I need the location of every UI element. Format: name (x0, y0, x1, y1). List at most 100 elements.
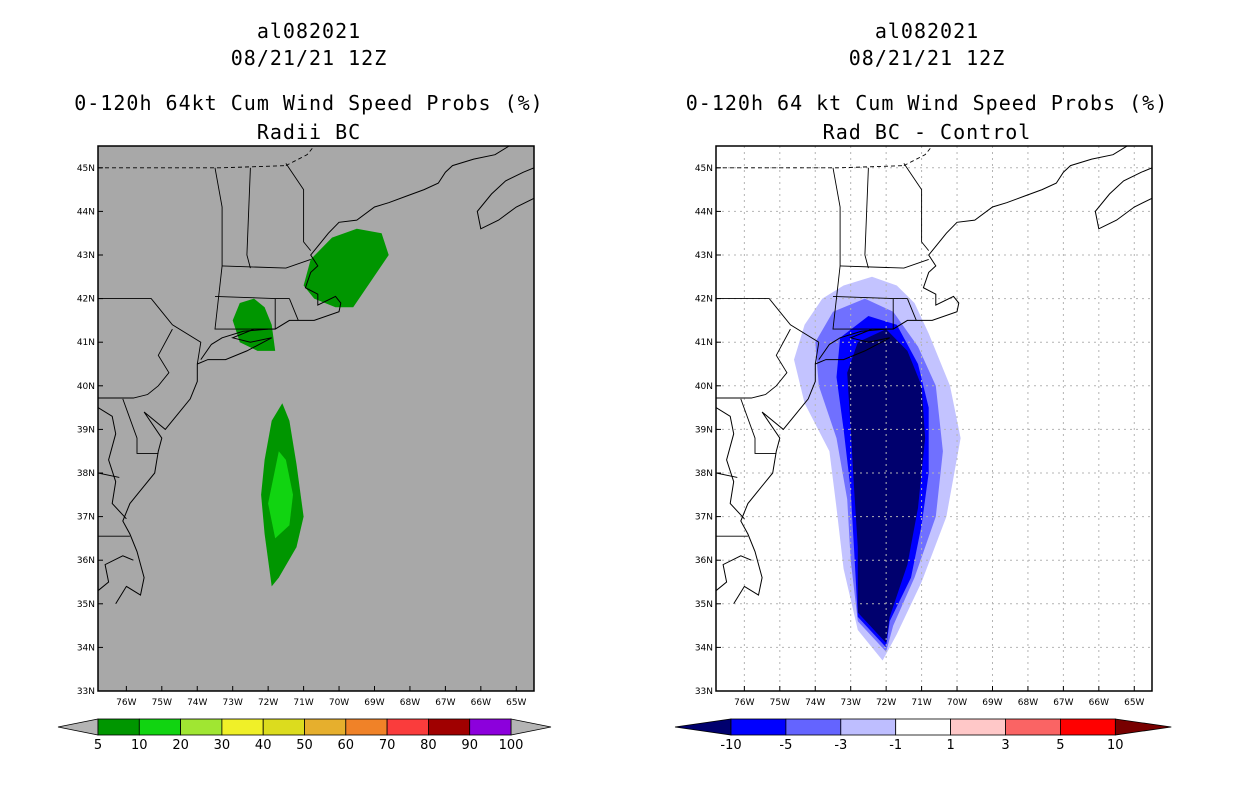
y-tick-label: 38N (695, 469, 713, 479)
intl-border-1 (903, 146, 933, 167)
y-tick-label: 35N (77, 600, 95, 610)
x-tick-label: 68W (1018, 698, 1038, 708)
state-border-6 (285, 163, 312, 251)
colorbar-swatch-4 (950, 718, 1006, 736)
colorbar-label: 3 (1001, 738, 1009, 753)
state-border-5 (864, 167, 869, 269)
state-border-6 (903, 163, 930, 251)
x-tick-label: 69W (364, 698, 384, 708)
state-border-1 (222, 258, 311, 269)
colorbar-label: 50 (296, 738, 313, 753)
y-tick-label: 44N (77, 207, 95, 217)
colorbar-swatch-6 (1059, 718, 1116, 736)
right-storm-id: al082021 (874, 19, 980, 43)
right-map-chart: 76W 75W 74W 73W 72W 71W 70W 69W 68W 67W 66W 65W 33N 3… (674, 145, 1172, 753)
right-title: 0-120h 64 kt Cum Wind Speed Probs (%) (685, 91, 1169, 115)
right-datetime: 08/21/21 12Z (848, 46, 1006, 70)
y-tick-label: 42N (695, 295, 713, 305)
state-border-4 (288, 298, 299, 321)
long-island-sound-shore (200, 328, 269, 360)
colorbar-swatch-3 (895, 718, 952, 736)
plot-area (98, 146, 534, 605)
colorbar-swatch-3 (221, 718, 264, 736)
colorbar-swatch-7 (386, 718, 429, 736)
colorbar-label: 20 (172, 738, 189, 753)
colorbar-label: 100 (499, 738, 524, 753)
colorbar-swatch-2 (840, 718, 897, 736)
state-border-4 (906, 298, 917, 321)
colorbar: -10 -5 -3 -1 1 3 5 10 (674, 718, 1172, 753)
plot-frame (97, 145, 535, 692)
y-tick-label: 41N (695, 338, 713, 348)
state-border-5 (246, 167, 251, 269)
left-panel: al082021 08/21/21 12Z 0-120h 64kt Cum Wi… (57, 19, 552, 753)
state-border-0 (832, 167, 894, 330)
pamlico-shore (716, 555, 752, 592)
colorbar-extend-high (510, 718, 552, 736)
y-tick-label: 33N (695, 687, 713, 697)
y-tick-label: 43N (77, 251, 95, 261)
colorbar-label: 70 (379, 738, 396, 753)
left-datetime: 08/21/21 12Z (230, 46, 388, 70)
y-tick-label: 39N (695, 425, 713, 435)
state-border-10 (716, 472, 738, 478)
colorbar-swatch-0 (730, 718, 787, 736)
colorbar: 5 10 20 30 40 50 60 70 80 90 100 (57, 718, 552, 753)
prob-region-1 (268, 451, 293, 539)
left-title: 0-120h 64kt Cum Wind Speed Probs (%) (74, 91, 544, 115)
long-island-sound-shore (818, 328, 887, 360)
x-tick-label: 67W (435, 698, 455, 708)
colorbar-label: 1 (946, 738, 954, 753)
right-subtitle: Rad BC - Control (822, 120, 1032, 144)
y-tick-label: 36N (695, 556, 713, 566)
y-tick-label: 40N (77, 382, 95, 392)
x-tick-label: 66W (1089, 698, 1109, 708)
colorbar-swatch-5 (1005, 718, 1061, 736)
y-tick-label: 33N (77, 687, 95, 697)
colorbar-label: -3 (834, 738, 847, 753)
colorbar-swatch-1 (785, 718, 842, 736)
x-tick-label: 70W (329, 698, 349, 708)
y-tick-label: 42N (77, 295, 95, 305)
colorbar-swatch-8 (427, 718, 471, 736)
y-tick-label: 37N (77, 513, 95, 523)
y-tick-label: 34N (77, 643, 95, 653)
chesapeake-shore (716, 407, 745, 520)
colorbar-label: 60 (338, 738, 355, 753)
colorbar-label: 10 (1107, 738, 1124, 753)
y-tick-label: 45N (77, 164, 95, 174)
colorbar-label: -5 (779, 738, 792, 753)
colorbar-label: -10 (720, 738, 741, 753)
colorbar-label: 10 (131, 738, 148, 753)
state-border-7 (98, 298, 202, 365)
x-tick-label: 76W (734, 698, 754, 708)
colorbar-extend-high (1114, 718, 1172, 736)
intl-border-1 (285, 146, 315, 167)
chesapeake-shore (98, 407, 127, 520)
state-border-9 (122, 398, 159, 454)
y-tick-label: 45N (695, 164, 713, 174)
colorbar-swatch-0 (97, 718, 140, 736)
x-tick-label: 75W (152, 698, 172, 708)
coastline (115, 146, 511, 605)
colorbar-label: 80 (420, 738, 437, 753)
x-tick-label: 66W (471, 698, 491, 708)
colorbar-label: 5 (94, 738, 102, 753)
map-group: 76W 75W 74W 73W 72W 71W 70W 69W 68W 67W 66W 65W 33N 3… (695, 145, 1153, 708)
colorbar-swatch-5 (304, 718, 347, 736)
state-border-9 (740, 398, 777, 454)
nova-scotia-coast (476, 167, 534, 230)
y-tick-label: 35N (695, 600, 713, 610)
right-panel: al082021 08/21/21 12Z 0-120h 64 kt Cum W… (618, 0, 1236, 800)
pamlico-shore (98, 555, 134, 592)
state-border-7 (716, 298, 820, 365)
coastline (733, 146, 1129, 605)
plot-area (716, 146, 1152, 691)
prob-region-3 (303, 228, 389, 308)
x-tick-label: 68W (400, 698, 420, 708)
colorbar-label: 5 (1056, 738, 1064, 753)
x-tick-label: 74W (805, 698, 825, 708)
y-tick-label: 43N (695, 251, 713, 261)
colorbar-swatch-9 (469, 718, 512, 736)
plot-background (98, 146, 534, 691)
